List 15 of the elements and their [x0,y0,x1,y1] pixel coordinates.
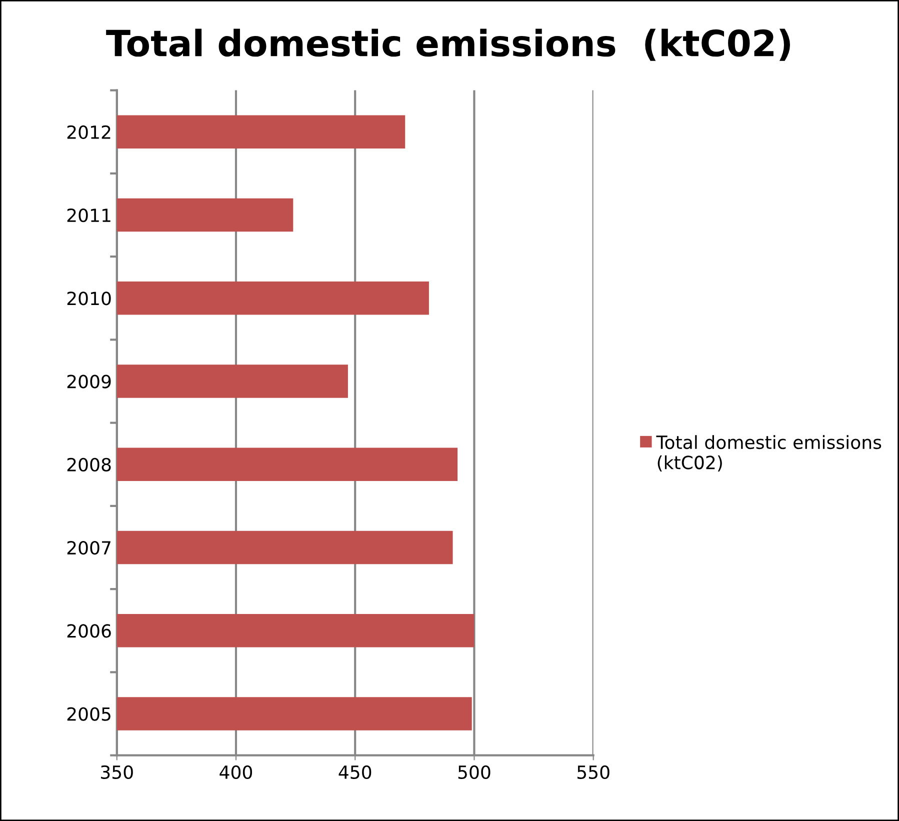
x-tick-label: 350 [101,765,133,780]
chart-title: Total domestic emissions (ktC02) [106,28,790,61]
y-tick-label: 2005 [67,707,110,721]
y-tick-label: 2011 [67,208,110,222]
y-tick-label: 2006 [67,624,111,638]
x-tick-label: 400 [220,765,252,780]
x-tick-label: 500 [458,765,490,780]
y-tick-label: 2009 [67,374,111,388]
x-tick-label: 550 [578,765,610,780]
y-tick-label: 2012 [67,125,110,139]
y-tick-label: 2008 [67,458,111,472]
y-tick-label: 2007 [67,540,110,555]
y-tick-label: 2010 [67,292,111,306]
x-tick-label: 450 [338,765,372,780]
legend-label: Total domestic emissions (ktC02) [656,435,882,472]
